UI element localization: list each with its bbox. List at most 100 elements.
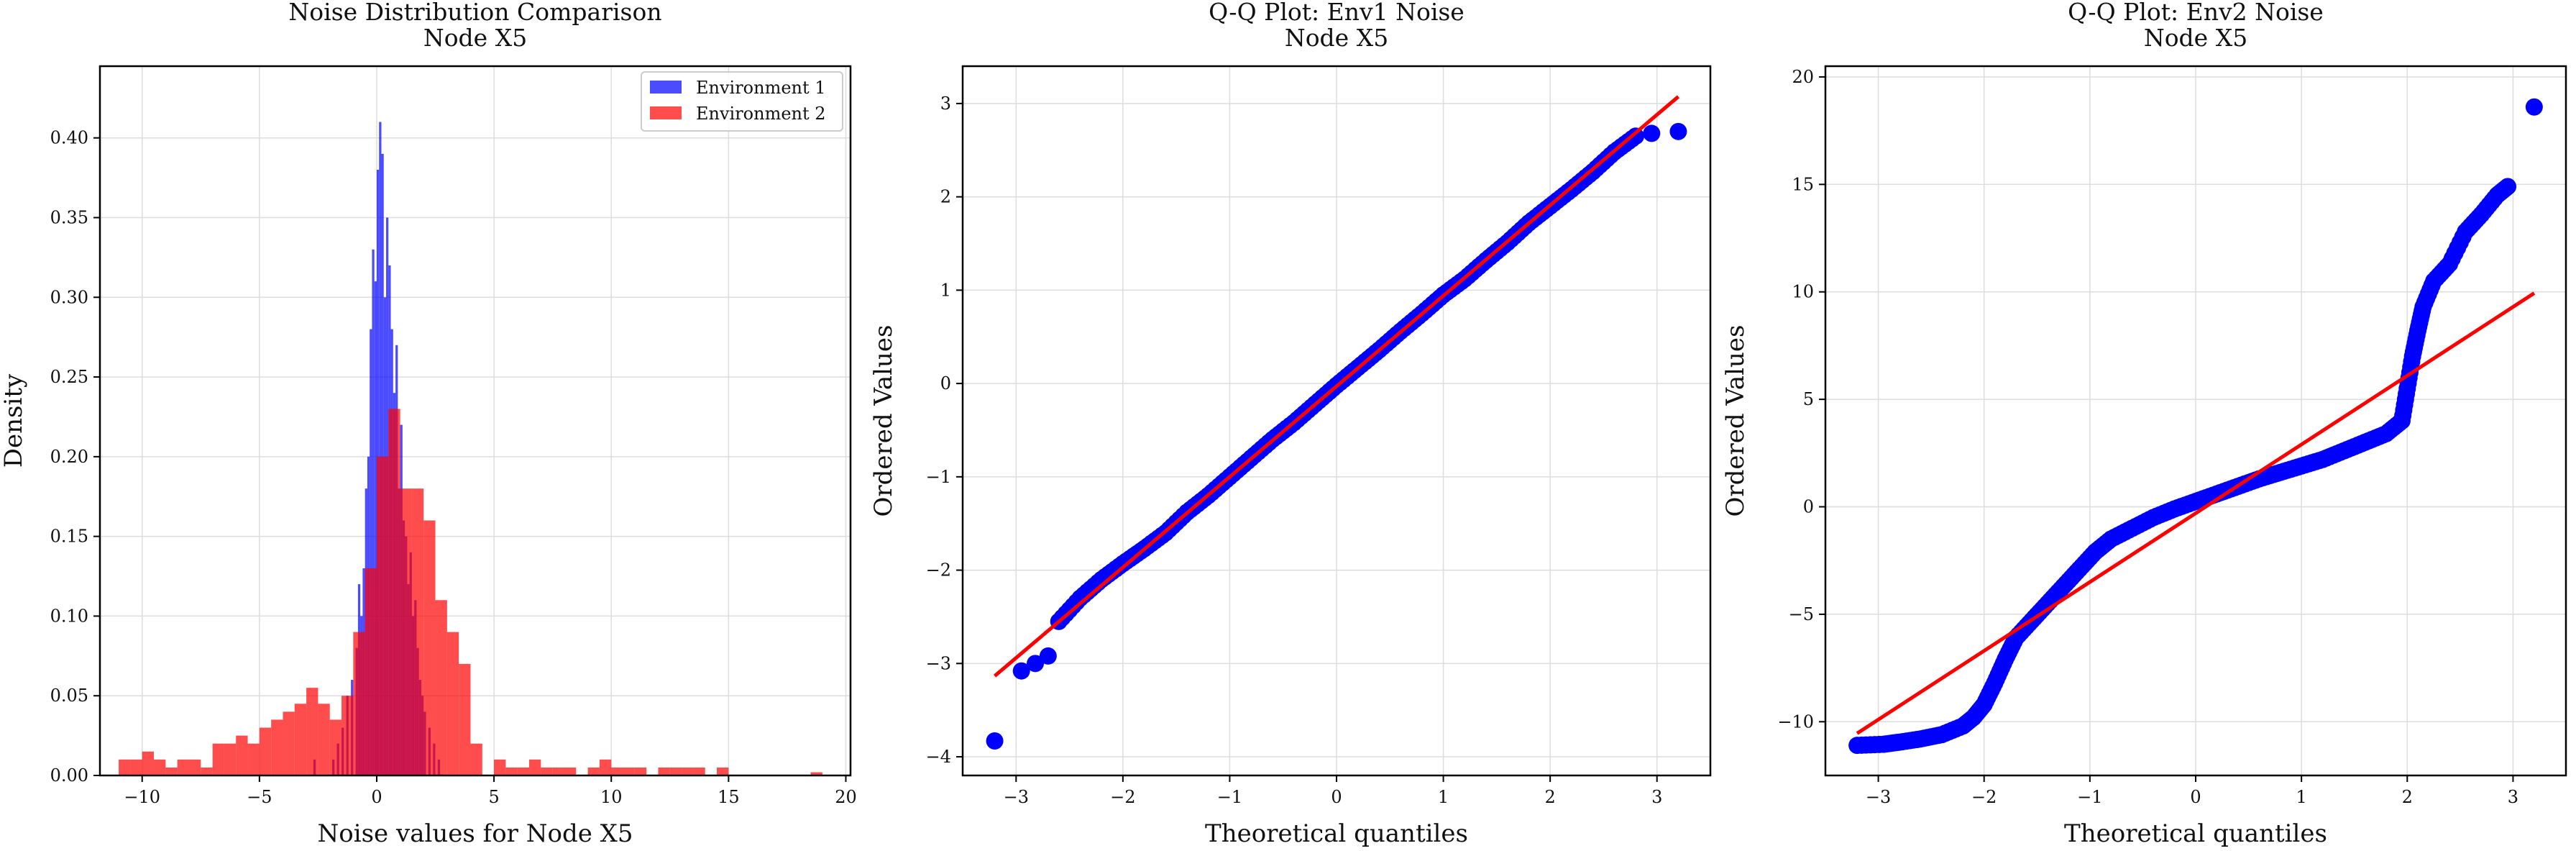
histogram-bar-env2 [435,600,447,775]
panel-qq-env1: −3 −2 −1 0 1 2 3 −4 −3 −2 −1 0 1 2 3 Q-Q Plot: Env1 N… [869,0,1712,848]
histogram-bar-env2 [388,409,400,775]
histogram-bar-env2 [682,767,694,775]
histogram-bar-env2 [376,456,389,775]
histogram-bar-env2 [201,767,213,775]
panel-histogram: −10 −5 0 5 10 15 20 0.000.050.100.150.200.250.… [0,0,857,848]
histogram-bar-env2 [505,767,518,775]
legend-swatch-env1 [650,81,682,94]
x-tick-label: 20 [835,787,857,807]
histogram-bar-env2 [177,759,189,775]
qq-point [1627,127,1644,145]
histogram-bar-env2 [119,759,131,775]
histogram-bar-env2 [411,488,424,775]
y-tick-label: 2 [940,187,951,207]
histogram-bar-env2 [294,704,307,775]
y-tick-label: 0.20 [50,447,88,467]
histogram-bar-env2 [353,632,365,775]
x-tick-label: −2 [1110,787,1135,807]
histogram-bar-env2 [611,767,623,775]
chart-subtitle: Node X5 [423,24,527,52]
histogram-bar-env2 [634,767,647,775]
qq-point-outlier [2525,98,2543,116]
y-tick-label: 3 [940,94,951,114]
x-axis-ticks: −3 −2 −1 0 1 2 3 [1004,775,1662,807]
histogram-bar-env2 [423,520,436,775]
histogram-bar-env2 [541,767,553,775]
y-tick-label: 0.25 [50,367,88,387]
y-tick-label: 0.05 [50,686,88,706]
plot-marks [1848,98,2543,755]
qq-point-outlier [1669,122,1687,140]
histogram-bar-env2 [459,663,471,775]
x-tick-label: −2 [1971,787,1997,807]
plot-marks [986,95,1687,750]
x-tick-label: 0 [371,787,382,807]
histogram-bar-env2 [717,767,729,775]
grid-lines [1825,66,2566,775]
y-tick-label: 0.15 [50,527,88,547]
y-tick-label: −5 [1789,604,1814,624]
histogram-bar-env2 [247,743,260,775]
histogram-bar-env2 [517,767,530,775]
histogram-bar-env2 [658,767,670,775]
x-tick-label: 1 [1438,787,1449,807]
x-tick-label: −1 [1217,787,1242,807]
x-axis-label: Noise values for Node X5 [318,819,633,848]
x-tick-label: 3 [1651,787,1662,807]
histogram-bar-env2 [552,767,564,775]
x-tick-label: 10 [600,787,623,807]
y-tick-label: 0 [940,373,951,393]
chart-title: Q-Q Plot: Env2 Noise [2068,0,2324,26]
histogram-bar-env2 [154,759,166,775]
legend-swatch-env2 [650,106,682,119]
legend-label-env2: Environment 2 [696,104,826,124]
x-tick-label: 1 [2296,787,2307,807]
x-tick-label: 3 [2508,787,2518,807]
y-axis-label: Ordered Values [869,324,898,516]
histogram-bar-env2 [564,767,577,775]
qq-fit-line [1856,291,2536,735]
histogram-bar-env2 [365,568,377,775]
x-tick-label: −3 [1866,787,1891,807]
chart-subtitle: Node X5 [2144,24,2247,52]
y-tick-label: 0.10 [50,606,88,626]
histogram-bar-env2 [529,759,541,775]
x-axis-label: Theoretical quantiles [2064,819,2327,848]
x-axis-ticks: −10 −5 0 5 10 15 20 [124,775,857,807]
axes-frame [98,65,852,777]
y-tick-label: 0.40 [50,128,88,148]
plot-marks [119,122,822,776]
histogram-bar-env2 [669,767,682,775]
y-axis-label: Density [0,373,28,468]
histogram-bar-env1 [370,329,372,775]
x-tick-label: −3 [1004,787,1029,807]
x-tick-label: 15 [718,787,740,807]
y-tick-label: −4 [926,747,951,767]
qq-point-outlier [1643,124,1661,142]
histogram-bar-env2 [165,767,178,775]
y-tick-label: −2 [926,560,951,581]
histogram-bar-env2 [236,735,248,775]
y-tick-label: 0 [1803,497,1814,517]
x-tick-label: 0 [2190,787,2201,807]
chart-title: Q-Q Plot: Env1 Noise [1209,0,1465,26]
chart-title: Noise Distribution Comparison [288,0,661,26]
histogram-bar-env2 [693,767,705,775]
histogram-bar-env2 [306,688,318,775]
histogram-bar-env2 [810,772,822,775]
chart-subtitle: Node X5 [1285,24,1388,52]
legend: Environment 1 Environment 2 [641,71,843,132]
qq-point-outlier [986,732,1004,750]
histogram-bar-env2 [400,488,412,775]
y-tick-label: 1 [940,280,951,300]
y-tick-label: 20 [1792,67,1814,87]
qq-point-outlier [1039,647,1057,665]
x-tick-label: −5 [247,787,272,807]
qq-fit-line [993,95,1680,678]
histogram-bar-env2 [188,759,201,775]
y-tick-label: 0.30 [50,287,88,307]
legend-box [641,71,843,132]
histogram-bar-env2 [494,759,506,775]
